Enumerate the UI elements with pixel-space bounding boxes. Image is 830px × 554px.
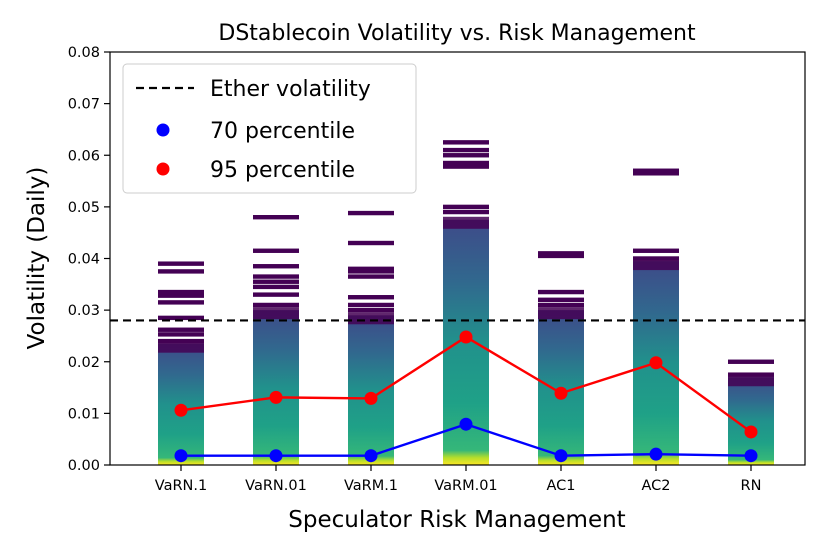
chart-title: DStablecoin Volatility vs. Risk Manageme… (218, 21, 696, 46)
outlier-mark-VaRN.1-4 (158, 300, 204, 305)
outlier-mark-VaRN.01-5 (253, 264, 299, 269)
legend-70-marker (156, 123, 170, 137)
outlier-mark-VaRM.01-5 (443, 147, 489, 153)
outlier-mark-VaRM.01-0 (443, 209, 489, 215)
outlier-mark-VaRN.01-6 (253, 248, 299, 253)
outlier-mark-AC1-0 (538, 302, 584, 308)
series-point-70-percentile-VaRN.1 (174, 449, 188, 463)
distribution-cap-VaRN.01 (253, 307, 299, 320)
legend: Ether volatility 70 percentile 95 percen… (122, 63, 417, 194)
outlier-mark-VaRN.1-1 (158, 332, 204, 337)
distribution-bar-VaRN.01 (253, 310, 299, 465)
x-axis-label: Speculator Risk Management (288, 507, 625, 533)
outlier-mark-VaRN.01-0 (253, 302, 299, 308)
outlier-mark-AC1-4 (538, 251, 584, 256)
series-point-70-percentile-RN (744, 449, 758, 463)
outlier-mark-VaRM.01-1 (443, 204, 489, 210)
outlier-mark-RN-0 (728, 372, 774, 377)
outlier-mark-VaRM.01-4 (443, 153, 489, 158)
series-point-95-percentile-VaRM.01 (459, 330, 473, 344)
distribution-cap-VaRN.1 (158, 340, 204, 353)
outlier-mark-AC2-0 (633, 256, 679, 261)
outlier-mark-AC2-3 (633, 168, 679, 173)
series-point-70-percentile-VaRN.01 (269, 449, 283, 463)
y-tick-label: 0.08 (68, 45, 100, 61)
y-tick-label: 0.01 (68, 406, 100, 422)
series-point-70-percentile-VaRM.01 (459, 417, 473, 431)
series-point-70-percentile-AC1 (554, 449, 568, 463)
outlier-mark-VaRM.1-2 (348, 295, 394, 300)
outlier-mark-VaRN.01-2 (253, 284, 299, 290)
legend-70-label: 70 percentile (210, 119, 355, 144)
series-point-95-percentile-VaRN.1 (174, 403, 188, 417)
outlier-mark-VaRM.1-7 (348, 210, 394, 216)
series-point-95-percentile-VaRM.1 (364, 391, 378, 405)
series-point-95-percentile-AC2 (649, 356, 663, 370)
series-layer (174, 330, 758, 463)
outlier-mark-VaRM.01-3 (443, 160, 489, 166)
y-tick-label: 0.06 (68, 148, 100, 164)
outlier-mark-RN-1 (728, 359, 774, 364)
y-tick-label: 0.03 (68, 303, 100, 319)
y-axis-ticks: 0.00 0.01 0.02 0.03 0.04 0.05 0.06 0.07 0.08 (68, 45, 110, 474)
x-tick-label: AC1 (546, 478, 575, 494)
x-tick-label: VaRM.1 (344, 478, 398, 494)
y-tick-label: 0.04 (68, 252, 100, 268)
series-point-95-percentile-VaRN.01 (269, 390, 283, 404)
outlier-mark-VaRN.01-1 (253, 292, 299, 297)
outlier-mark-VaRN.1-0 (158, 338, 204, 344)
series-point-70-percentile-VaRM.1 (364, 449, 378, 463)
outlier-mark-VaRM.01-2 (443, 164, 489, 169)
legend-ether-label: Ether volatility (210, 77, 371, 102)
outlier-mark-AC1-1 (538, 297, 584, 302)
outlier-mark-VaRM.1-1 (348, 302, 394, 308)
outlier-mark-VaRN.1-7 (158, 269, 204, 274)
outlier-mark-VaRN.1-8 (158, 261, 204, 266)
x-tick-label: VaRM.01 (434, 478, 497, 494)
y-tick-label: 0.02 (68, 355, 100, 371)
series-point-70-percentile-AC2 (649, 447, 663, 461)
x-axis-ticks: VaRN.1 VaRN.01 VaRM.1 VaRM.01 AC1 AC2 RN (155, 465, 762, 494)
outlier-mark-AC1-2 (538, 289, 584, 295)
distribution-cap-RN (728, 374, 774, 387)
legend-95-label: 95 percentile (210, 158, 355, 183)
distribution-cap-VaRM.1 (348, 312, 394, 325)
series-point-95-percentile-AC1 (554, 386, 568, 400)
outlier-mark-VaRM.01-6 (443, 140, 489, 145)
y-tick-label: 0.05 (68, 200, 100, 216)
outlier-mark-VaRM.1-3 (348, 274, 394, 279)
outlier-mark-VaRM.1-0 (348, 307, 394, 313)
x-tick-label: VaRN.01 (245, 478, 307, 494)
outlier-mark-VaRM.1-4 (348, 269, 394, 274)
outlier-mark-VaRN.1-2 (158, 327, 204, 332)
outlier-mark-VaRN.1-5 (158, 293, 204, 298)
x-tick-label: AC2 (641, 478, 670, 494)
x-tick-label: RN (741, 478, 762, 494)
x-tick-label: VaRN.1 (155, 478, 207, 494)
outlier-mark-VaRN.01-4 (253, 274, 299, 279)
legend-95-marker (156, 162, 170, 176)
distribution-cap-AC1 (538, 307, 584, 320)
outlier-mark-VaRM.1-6 (348, 240, 394, 246)
outlier-mark-VaRN.01-3 (253, 279, 299, 284)
distribution-bar-VaRM.1 (348, 315, 394, 465)
distribution-bars (158, 140, 774, 465)
outlier-mark-AC1-3 (538, 253, 584, 259)
y-axis-label: Volatility (Daily) (24, 167, 50, 350)
series-point-95-percentile-RN (744, 425, 758, 439)
y-tick-label: 0.00 (68, 458, 100, 474)
outlier-mark-AC2-1 (633, 248, 679, 253)
outlier-mark-VaRN.01-7 (253, 215, 299, 220)
y-tick-label: 0.07 (68, 97, 100, 113)
outlier-mark-VaRN.1-3 (158, 315, 204, 321)
distribution-cap-AC2 (633, 258, 679, 271)
outlier-mark-VaRM.1-5 (348, 266, 394, 272)
outlier-mark-VaRN.1-6 (158, 289, 204, 295)
outlier-mark-AC2-2 (633, 171, 679, 176)
legend-box (122, 63, 417, 194)
distribution-cap-VaRM.01 (443, 216, 489, 229)
